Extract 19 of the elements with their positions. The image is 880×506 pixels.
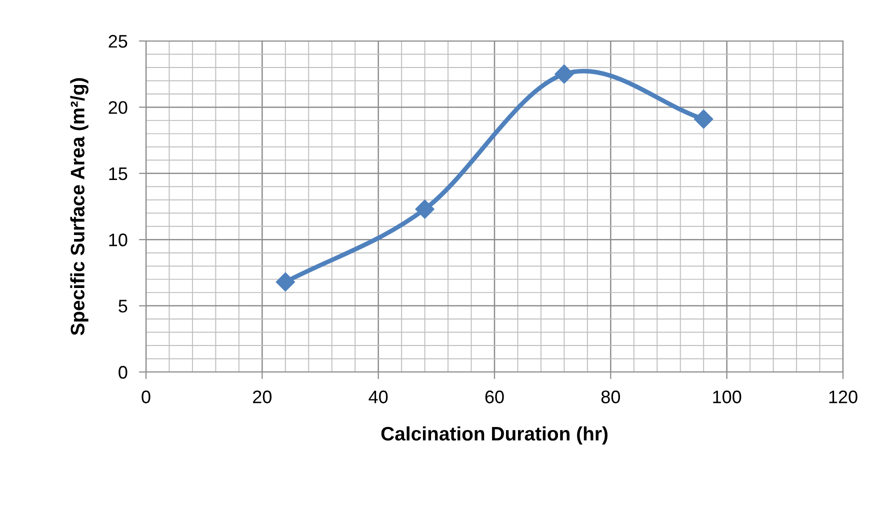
x-tick-label: 80 (601, 390, 620, 404)
point (554, 64, 574, 84)
x-tick-label: 100 (713, 390, 742, 404)
x-axis-title: Calcination Duration (hr) (381, 426, 608, 444)
y-tick-label: 10 (109, 234, 128, 246)
x-tick-label: 60 (485, 390, 504, 404)
point (276, 272, 295, 292)
y-axis-title: Specific Surface Area (m²/g) (70, 78, 88, 336)
point (415, 200, 434, 219)
y-tick-label: 0 (118, 366, 128, 379)
x-tick-label: 40 (368, 390, 388, 404)
y-tick-label: 15 (109, 168, 128, 180)
x-tick-label: 0 (142, 390, 150, 404)
point (694, 110, 714, 129)
y-tick-label: 25 (108, 34, 128, 48)
y-tick-label: 5 (118, 300, 128, 313)
y-tick-label: 20 (108, 101, 128, 114)
x-tick-label: 20 (253, 390, 272, 404)
x-tick-label: 120 (829, 390, 858, 404)
